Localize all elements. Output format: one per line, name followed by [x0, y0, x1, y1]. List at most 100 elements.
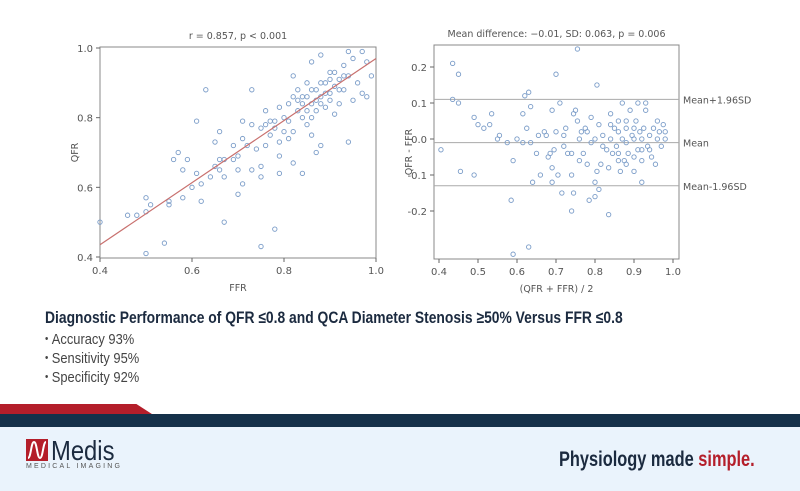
data-point: [607, 136, 614, 142]
data-point: [496, 132, 503, 139]
data-point: [455, 71, 462, 77]
data-point: [304, 94, 310, 100]
data-point: [304, 121, 310, 128]
logo-subtitle: MEDICAL IMAGING: [26, 463, 123, 470]
data-point: [327, 76, 333, 83]
data-point: [350, 55, 356, 62]
data-point: [631, 154, 637, 160]
data-point: [327, 69, 333, 76]
tagline-main: Physiology made: [559, 448, 699, 471]
data-point: [487, 121, 493, 128]
data-point: [258, 163, 264, 170]
data-point: [184, 156, 191, 163]
data-point: [331, 111, 338, 117]
data-point: [180, 167, 186, 173]
navy-band: [0, 414, 800, 427]
plot-frame: [99, 46, 377, 259]
data-point: [336, 76, 342, 83]
data-point: [574, 46, 581, 52]
y-tick-label: 0.2: [411, 63, 427, 74]
data-point: [641, 125, 647, 131]
data-point: [524, 125, 530, 131]
data-point: [290, 73, 296, 79]
data-point: [650, 125, 657, 131]
data-point: [574, 118, 581, 124]
data-point: [221, 174, 227, 180]
data-point: [281, 128, 287, 135]
data-point: [124, 212, 131, 218]
data-point: [510, 251, 516, 257]
data-point: [572, 107, 579, 113]
data-point: [510, 157, 516, 164]
chart-title: Mean difference: −0.01, SD: 0.063, p = 0…: [448, 29, 666, 40]
data-point: [619, 100, 625, 106]
data-point: [658, 143, 664, 149]
data-point: [607, 121, 614, 128]
data-point: [336, 87, 342, 93]
y-axis-label: QFR - FFR: [404, 128, 415, 175]
data-point: [313, 87, 319, 93]
data-point: [216, 128, 223, 135]
accuracy-item: Accuracy 93%: [45, 330, 139, 349]
data-point: [272, 226, 278, 232]
data-point: [331, 69, 338, 76]
specificity-item: Specificity 92%: [45, 368, 139, 387]
performance-list: Accuracy 93% Sensitivity 95% Specificity…: [45, 330, 139, 387]
data-point: [258, 125, 264, 131]
data-point: [613, 143, 620, 149]
data-point: [455, 100, 462, 106]
data-point: [322, 104, 329, 110]
data-point: [625, 150, 631, 157]
data-point: [639, 136, 645, 142]
data-point: [520, 111, 526, 117]
data-point: [308, 132, 315, 138]
data-point: [600, 132, 606, 139]
data-point: [526, 244, 532, 250]
data-point: [318, 101, 324, 107]
x-tick-label: 0.9: [626, 267, 642, 278]
data-point: [368, 73, 375, 79]
x-tick-label: 0.5: [470, 267, 486, 278]
data-point: [547, 150, 553, 157]
data-point: [576, 157, 583, 164]
data-point: [615, 118, 622, 124]
data-point: [635, 147, 641, 153]
data-point: [258, 243, 264, 250]
data-point: [345, 48, 352, 55]
waveform-logo-icon: [26, 439, 48, 461]
y-axis-label: QFR: [70, 142, 81, 162]
data-point: [304, 80, 310, 86]
data-point: [639, 179, 645, 185]
data-point: [561, 132, 567, 139]
data-point: [533, 150, 540, 157]
data-point: [313, 108, 319, 114]
data-point: [611, 125, 618, 131]
data-point: [522, 93, 528, 99]
y-tick-label: -0.2: [407, 207, 427, 218]
bland-altman-chart: Mean difference: −0.01, SD: 0.063, p = 0…: [404, 29, 751, 295]
data-point: [295, 87, 301, 93]
y-tick-label: 0.6: [77, 183, 93, 194]
data-point: [295, 97, 301, 103]
data-point: [249, 121, 255, 128]
x-tick-label: 0.6: [509, 267, 525, 278]
data-point: [631, 168, 637, 175]
data-point: [336, 101, 342, 107]
data-point: [299, 101, 306, 107]
data-point: [549, 179, 555, 185]
data-point: [249, 167, 255, 173]
data-point: [318, 52, 324, 58]
data-point: [341, 62, 347, 69]
data-point: [331, 83, 338, 89]
data-point: [285, 118, 292, 124]
red-accent-band: [0, 404, 155, 416]
data-point: [596, 121, 602, 128]
data-point: [615, 129, 622, 135]
data-point: [662, 129, 668, 135]
data-point: [529, 179, 536, 185]
data-point: [535, 132, 542, 139]
data-point: [561, 143, 567, 149]
data-point: [262, 121, 269, 128]
data-point: [299, 170, 306, 177]
data-point: [290, 160, 296, 166]
